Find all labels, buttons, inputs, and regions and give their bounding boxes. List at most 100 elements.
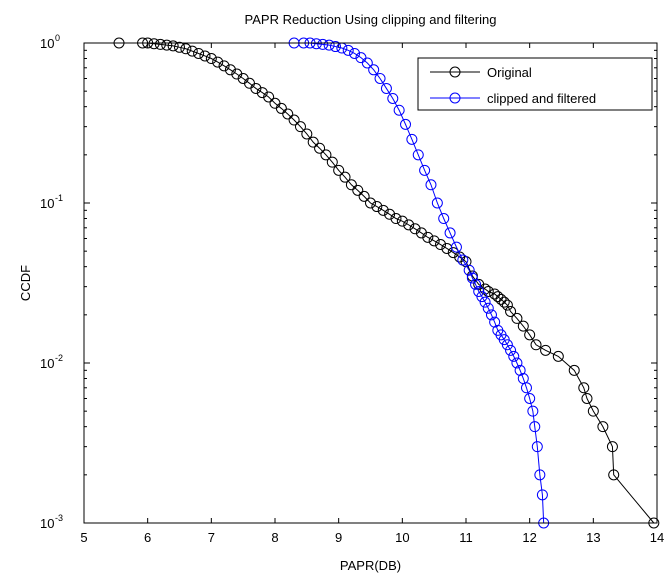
data-point-original bbox=[384, 208, 396, 220]
y-tick-exponent: 0 bbox=[55, 33, 60, 43]
data-point-original bbox=[568, 364, 580, 376]
data-point-clipped-and-filtered bbox=[361, 57, 373, 69]
data-point-original bbox=[524, 329, 536, 341]
data-point-clipped-and-filtered bbox=[527, 405, 539, 417]
data-point-clipped-and-filtered bbox=[457, 254, 469, 266]
data-point-original bbox=[501, 299, 513, 311]
data-point-clipped-and-filtered bbox=[425, 179, 437, 191]
data-point-original bbox=[606, 441, 618, 453]
y-tick-label: 10 bbox=[40, 516, 54, 531]
data-point-clipped-and-filtered bbox=[431, 197, 443, 209]
data-point-original bbox=[212, 56, 224, 68]
data-point-clipped-and-filtered bbox=[374, 73, 386, 84]
data-point-clipped-and-filtered bbox=[479, 296, 491, 308]
data-point-clipped-and-filtered bbox=[511, 357, 523, 369]
data-point-original bbox=[403, 219, 415, 231]
data-point-original bbox=[505, 305, 517, 317]
data-point-original bbox=[180, 43, 192, 55]
data-point-clipped-and-filtered bbox=[355, 52, 367, 64]
data-point-clipped-and-filtered bbox=[485, 309, 497, 321]
data-point-original bbox=[161, 39, 173, 51]
x-tick-label: 12 bbox=[522, 530, 536, 545]
y-tick-exponent: -3 bbox=[55, 513, 63, 523]
series-layer bbox=[113, 37, 660, 529]
data-point-clipped-and-filtered bbox=[368, 64, 380, 76]
data-point-original bbox=[365, 197, 376, 209]
data-point-original bbox=[587, 405, 599, 417]
x-tick-label: 5 bbox=[80, 530, 87, 545]
data-point-clipped-and-filtered bbox=[438, 213, 450, 225]
data-point-original bbox=[345, 179, 357, 191]
data-point-original bbox=[205, 53, 217, 65]
data-point-clipped-and-filtered bbox=[412, 149, 424, 161]
data-point-clipped-and-filtered bbox=[508, 350, 520, 362]
data-point-original bbox=[148, 38, 160, 50]
chart-title: PAPR Reduction Using clipping and filter… bbox=[245, 12, 497, 27]
data-point-clipped-and-filtered bbox=[505, 344, 517, 356]
data-point-original bbox=[479, 283, 491, 295]
y-axis-label: CCDF bbox=[18, 265, 33, 301]
data-point-original bbox=[275, 102, 287, 114]
data-point-original bbox=[199, 50, 211, 62]
data-point-original bbox=[435, 239, 447, 251]
data-point-clipped-and-filtered bbox=[476, 291, 488, 303]
data-point-clipped-and-filtered bbox=[310, 38, 322, 50]
y-tick-label: 10 bbox=[40, 36, 54, 51]
data-point-original bbox=[422, 231, 434, 243]
data-point-clipped-and-filtered bbox=[317, 38, 329, 50]
data-point-clipped-and-filtered bbox=[520, 382, 532, 394]
legend: Original clipped and filtered bbox=[417, 57, 653, 111]
data-point-original bbox=[489, 288, 501, 300]
legend-box bbox=[417, 57, 653, 111]
y-tick-exponent: -1 bbox=[55, 193, 63, 203]
data-point-original bbox=[326, 156, 338, 168]
data-point-original bbox=[517, 320, 529, 332]
data-point-clipped-and-filtered bbox=[482, 302, 494, 314]
data-point-original bbox=[377, 204, 389, 216]
plot-frame bbox=[83, 42, 658, 524]
data-point-original bbox=[581, 393, 593, 404]
x-tick-label: 8 bbox=[271, 530, 278, 545]
data-point-clipped-and-filtered bbox=[463, 264, 475, 276]
data-point-clipped-and-filtered bbox=[419, 164, 431, 176]
data-point-clipped-and-filtered bbox=[400, 118, 412, 130]
data-point-original bbox=[498, 296, 510, 308]
x-tick-label: 11 bbox=[459, 530, 473, 545]
data-point-original bbox=[282, 108, 294, 120]
data-point-clipped-and-filtered bbox=[387, 92, 399, 104]
data-point-original bbox=[314, 142, 326, 154]
data-point-clipped-and-filtered bbox=[501, 339, 513, 351]
data-point-original bbox=[578, 382, 590, 394]
legend-clipped-marker bbox=[449, 92, 461, 104]
legend-original-marker bbox=[449, 66, 461, 78]
legend-clipped-label: clipped and filtered bbox=[487, 91, 596, 106]
data-point-clipped-and-filtered bbox=[393, 104, 405, 116]
data-point-clipped-and-filtered bbox=[529, 421, 541, 433]
data-point-clipped-and-filtered bbox=[380, 82, 392, 94]
data-point-original bbox=[294, 121, 306, 133]
data-point-original bbox=[186, 45, 198, 57]
data-point-original bbox=[339, 171, 351, 183]
x-axis-label: PAPR(DB) bbox=[340, 558, 401, 573]
y-tick-label: 10 bbox=[40, 196, 54, 211]
data-point-original bbox=[224, 64, 236, 76]
data-point-original bbox=[530, 339, 542, 351]
data-point-clipped-and-filtered bbox=[466, 272, 478, 284]
data-point-clipped-and-filtered bbox=[534, 469, 546, 481]
data-point-original bbox=[390, 213, 402, 225]
data-point-original bbox=[428, 235, 440, 247]
data-point-original bbox=[409, 223, 421, 235]
data-point-clipped-and-filtered bbox=[450, 241, 462, 253]
data-point-original bbox=[193, 47, 205, 59]
data-point-clipped-and-filtered bbox=[489, 316, 501, 328]
data-point-original bbox=[608, 469, 620, 481]
data-point-original bbox=[320, 149, 332, 161]
data-point-original bbox=[154, 38, 166, 50]
data-point-clipped-and-filtered bbox=[329, 41, 341, 53]
data-point-clipped-and-filtered bbox=[531, 441, 543, 453]
series-clipped-and-filtered bbox=[288, 37, 550, 529]
data-point-original bbox=[301, 128, 313, 140]
x-tick-label: 9 bbox=[335, 530, 342, 545]
